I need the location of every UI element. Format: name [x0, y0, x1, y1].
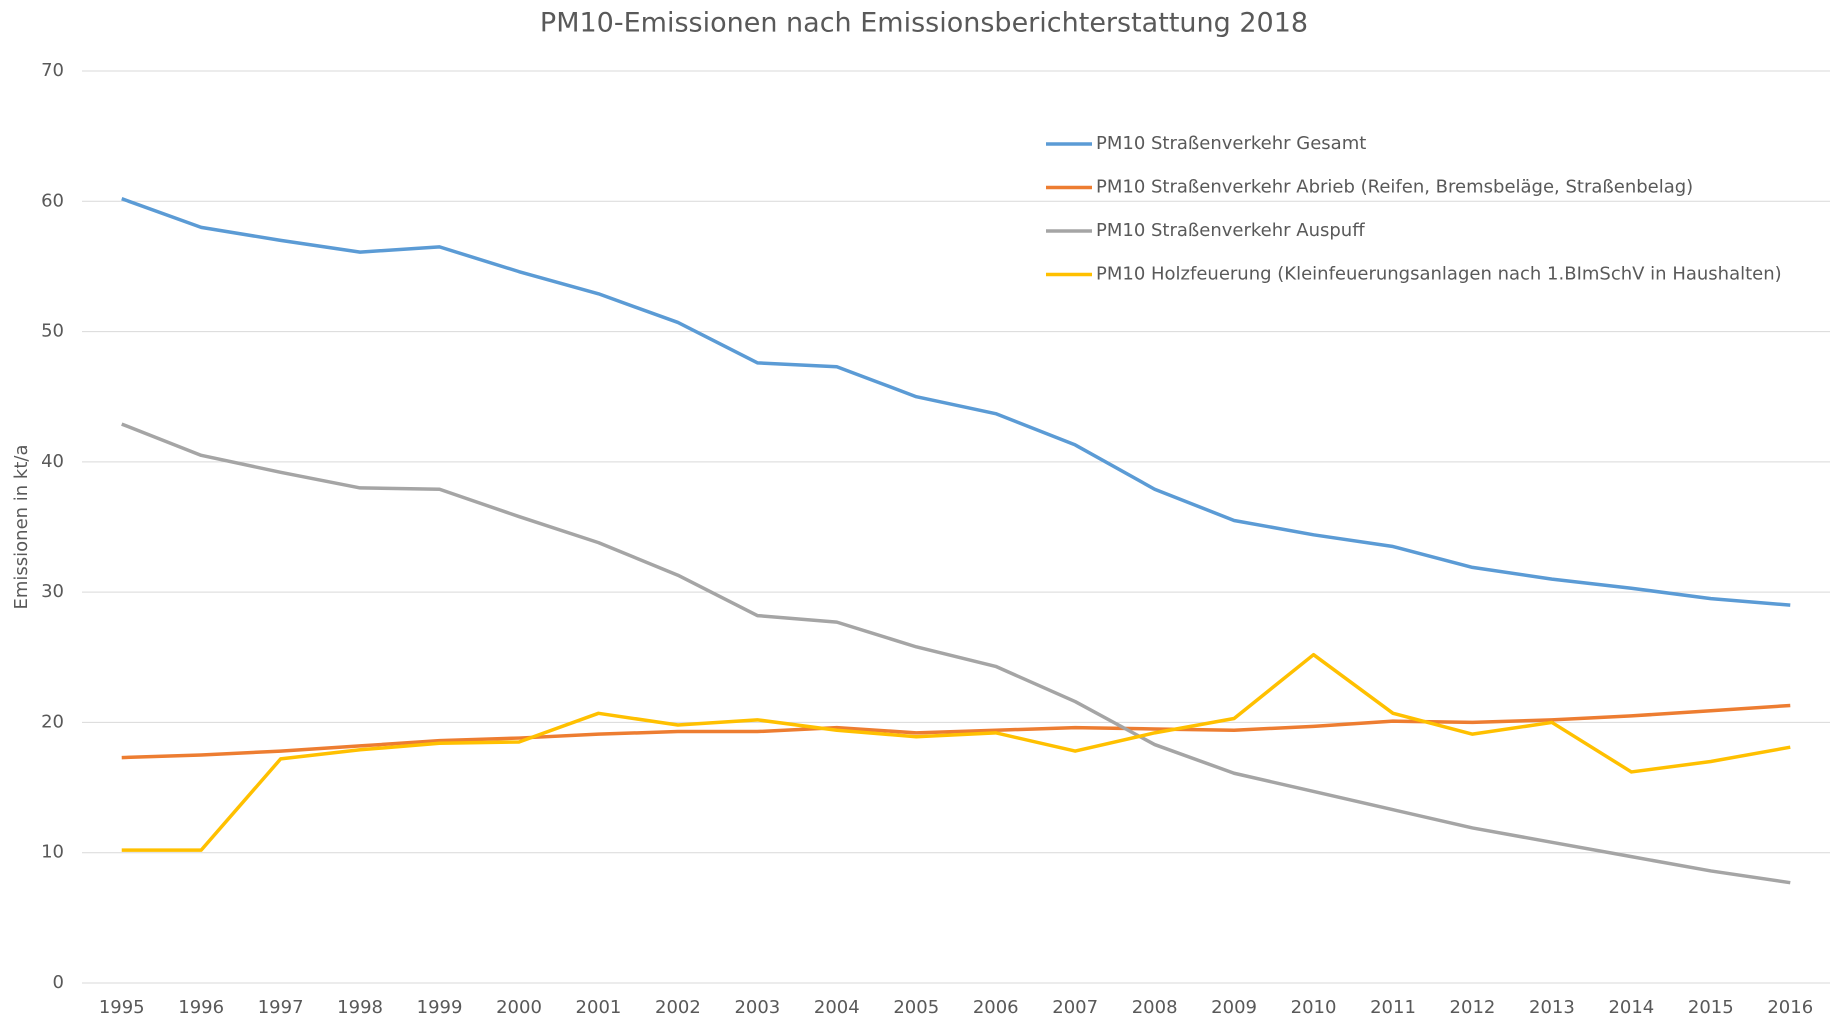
x-tick-label: 2007 — [1052, 997, 1098, 1018]
x-tick-label: 2012 — [1450, 997, 1496, 1018]
x-tick-label: 1995 — [99, 997, 145, 1018]
x-tick-label: 2003 — [734, 997, 780, 1018]
x-tick-label: 2010 — [1291, 997, 1337, 1018]
x-tick-label: 2013 — [1529, 997, 1575, 1018]
y-tick-label: 50 — [41, 321, 64, 342]
x-tick-label: 2014 — [1608, 997, 1654, 1018]
y-axis-label: Emissionen in kt/a — [11, 445, 32, 610]
x-tick-label: 1996 — [178, 997, 224, 1018]
x-tick-label: 2001 — [576, 997, 622, 1018]
x-tick-label: 2015 — [1688, 997, 1734, 1018]
x-tick-label: 1999 — [417, 997, 463, 1018]
x-tick-label: 2004 — [814, 997, 860, 1018]
x-tick-label: 2016 — [1767, 997, 1813, 1018]
y-tick-label: 10 — [41, 842, 64, 863]
y-tick-label: 20 — [41, 711, 64, 732]
y-tick-label: 40 — [41, 451, 64, 472]
series-line — [121, 422, 1791, 885]
x-tick-label: 1998 — [337, 997, 383, 1018]
x-tick-label: 2000 — [496, 997, 542, 1018]
x-tick-label: 2009 — [1211, 997, 1257, 1018]
chart-title: PM10-Emissionen nach Emissionsberichters… — [540, 8, 1308, 39]
series-line — [121, 652, 1791, 852]
x-tick-label: 2005 — [893, 997, 939, 1018]
y-tick-label: 30 — [41, 581, 64, 602]
x-tick-label: 2006 — [973, 997, 1019, 1018]
legend-label: PM10 Straßenverkehr Abrieb (Reifen, Brem… — [1096, 177, 1693, 198]
x-tick-label: 2011 — [1370, 997, 1416, 1018]
x-tick-label: 2002 — [655, 997, 701, 1018]
x-tick-label: 1997 — [258, 997, 304, 1018]
y-tick-label: 70 — [41, 60, 64, 81]
series-line — [121, 703, 1791, 760]
y-tick-label: 60 — [41, 190, 64, 211]
legend-label: PM10 Straßenverkehr Auspuff — [1096, 220, 1365, 241]
legend-label: PM10 Straßenverkehr Gesamt — [1096, 133, 1366, 154]
legend-label: PM10 Holzfeuerung (Kleinfeuerungsanlagen… — [1096, 264, 1782, 285]
series-line — [121, 197, 1791, 607]
x-tick-label: 2008 — [1132, 997, 1178, 1018]
y-tick-label: 0 — [53, 972, 64, 993]
